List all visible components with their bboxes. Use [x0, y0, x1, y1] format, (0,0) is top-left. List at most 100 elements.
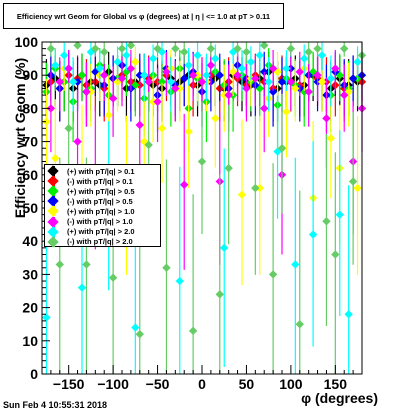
data-point: [224, 163, 233, 173]
data-point: [308, 230, 318, 239]
data-point: [86, 87, 96, 96]
data-point: [255, 51, 264, 60]
data-point: [46, 104, 56, 113]
data-point: [260, 41, 269, 50]
data-point: [135, 120, 144, 130]
data-point: [117, 44, 127, 53]
data-point: [82, 260, 91, 269]
data-point: [42, 313, 51, 322]
legend-label: (-) with pT/|q| > 2.0: [67, 237, 133, 247]
data-point: [300, 87, 309, 96]
x-tick-label: 100: [279, 376, 303, 392]
data-point: [77, 71, 87, 80]
data-point: [171, 44, 180, 53]
data-point: [295, 320, 304, 329]
data-point: [144, 77, 153, 87]
data-point: [322, 217, 331, 226]
data-point: [348, 177, 358, 186]
data-point: [108, 94, 118, 103]
y-tick-label: 80: [22, 100, 38, 116]
data-point: [242, 84, 251, 93]
legend-label: (-) with pT/|q| > 1.0: [67, 217, 133, 227]
data-point: [42, 117, 51, 126]
legend-entry: (+) with pT/|q| > 2.0: [47, 225, 158, 238]
data-point: [282, 107, 291, 116]
data-point: [64, 64, 73, 73]
data-point: [82, 87, 91, 96]
data-point: [188, 326, 198, 336]
legend-entry: (-) with pT/|q| > 0.1: [47, 175, 158, 187]
data-point: [260, 104, 269, 113]
data-point: [220, 90, 229, 100]
data-point: [122, 51, 131, 60]
data-point: [104, 110, 113, 120]
x-tick-label: −50: [146, 376, 170, 392]
data-point: [268, 64, 278, 73]
y-tick-label: 90: [22, 67, 38, 83]
data-point: [291, 260, 300, 269]
timestamp: Sun Feb 4 10:55:31 2018: [3, 400, 108, 410]
data-point: [100, 47, 109, 57]
data-point: [282, 64, 291, 73]
data-point: [228, 47, 238, 57]
data-point: [353, 183, 362, 193]
legend-entry: (+) with pT/|q| > 1.0: [47, 205, 158, 218]
data-point: [126, 64, 136, 73]
data-point: [277, 77, 287, 87]
data-point: [188, 71, 198, 80]
y-tick-label: 70: [22, 134, 38, 150]
data-point: [113, 57, 122, 67]
y-tick-label: 30: [22, 266, 38, 282]
data-point: [91, 44, 100, 53]
legend-marker: [47, 195, 61, 207]
data-point: [180, 180, 189, 189]
legend-entry: (-) with pT/|q| > 1.0: [47, 215, 158, 228]
data-point: [86, 47, 96, 57]
data-point: [153, 44, 162, 53]
data-point: [148, 54, 158, 63]
data-point: [331, 250, 340, 259]
data-point: [215, 290, 224, 299]
y-tick-label: 60: [22, 167, 38, 183]
data-point: [131, 57, 140, 67]
data-point: [184, 61, 193, 70]
data-point: [255, 84, 264, 93]
data-point: [211, 114, 220, 123]
data-point: [340, 44, 349, 53]
data-point: [68, 77, 78, 87]
data-point: [175, 84, 184, 93]
y-axis-label: Efficiency wrt Geom (%): [12, 57, 28, 219]
y-tick-label: 50: [22, 200, 38, 216]
data-point: [331, 64, 340, 73]
data-point: [108, 273, 118, 282]
data-point: [206, 44, 216, 53]
data-point: [55, 260, 64, 269]
data-point: [73, 137, 82, 146]
data-point: [171, 84, 180, 93]
data-point: [291, 84, 300, 93]
y-tick-label: 20: [22, 300, 38, 316]
data-point: [348, 74, 358, 83]
data-point: [144, 140, 153, 150]
legend-entry: (-) with pT/|q| > 0.5: [47, 195, 158, 207]
data-point: [273, 147, 282, 156]
data-point: [197, 157, 207, 166]
data-point: [237, 190, 247, 199]
data-point: [268, 270, 278, 279]
data-point: [304, 47, 313, 57]
legend-label: (+) with pT/|q| > 0.5: [67, 186, 135, 196]
data-point: [184, 127, 193, 136]
data-point: [180, 47, 189, 57]
data-point: [148, 97, 158, 106]
data-point: [100, 71, 109, 80]
data-point: [131, 323, 140, 332]
data-point: [211, 54, 220, 63]
data-point: [193, 71, 202, 80]
legend-label: (+) with pT/|q| > 0.1: [67, 166, 135, 176]
data-point: [251, 183, 260, 193]
data-point: [255, 183, 264, 193]
data-point: [326, 134, 336, 143]
data-point: [317, 51, 327, 60]
x-axis-label: φ (degrees): [301, 390, 378, 406]
